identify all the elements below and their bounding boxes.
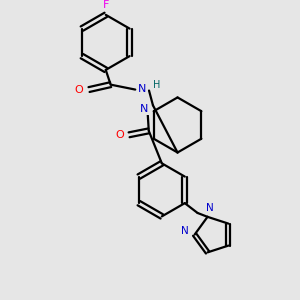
Text: N: N [138, 84, 146, 94]
Text: N: N [181, 226, 189, 236]
Text: N: N [206, 203, 213, 213]
Text: N: N [140, 104, 148, 114]
Text: F: F [103, 0, 109, 10]
Text: H: H [153, 80, 161, 90]
Text: O: O [115, 130, 124, 140]
Text: O: O [75, 85, 84, 94]
